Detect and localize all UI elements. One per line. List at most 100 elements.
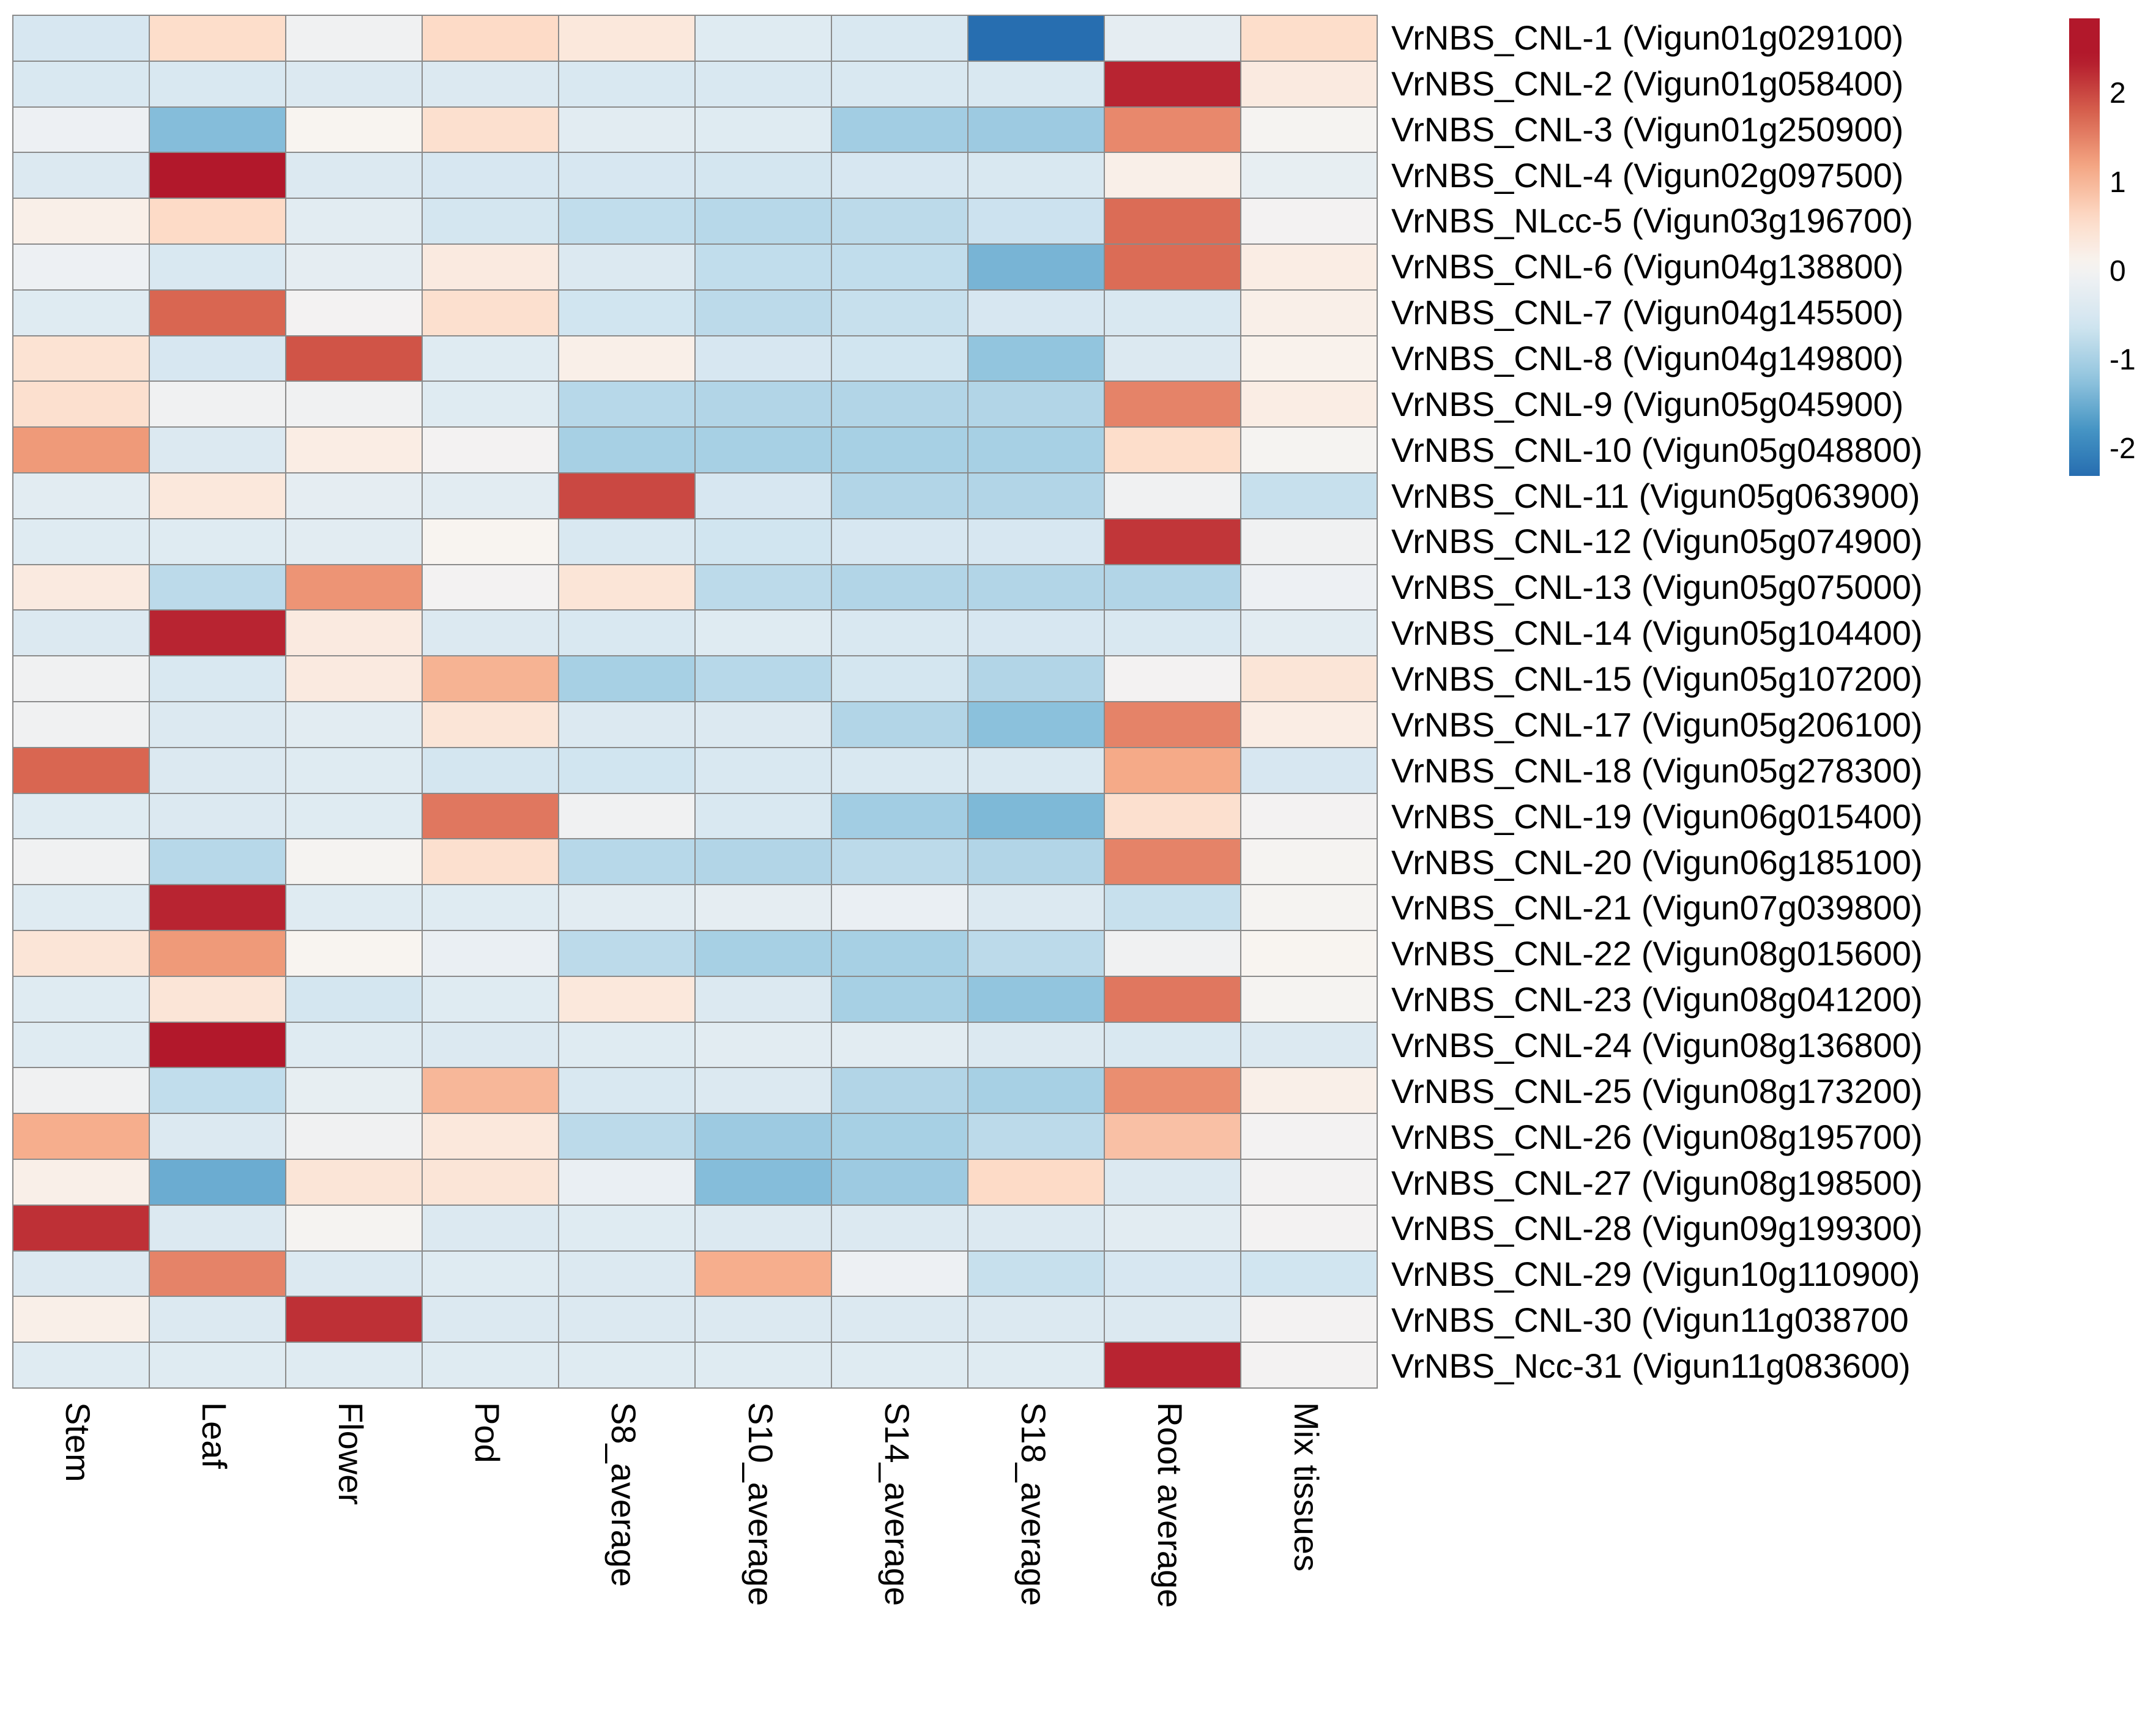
colorbar-tick-label: -1 [2110, 344, 2136, 377]
heatmap-cell [286, 1159, 422, 1205]
heatmap-cell [695, 198, 831, 244]
heatmap-cell [422, 839, 559, 885]
heatmap-cell [13, 1250, 149, 1297]
heatmap-cell [695, 289, 831, 336]
heatmap-cell [422, 518, 559, 565]
heatmap-cell [286, 1113, 422, 1159]
heatmap-cell [1241, 335, 1377, 382]
heatmap-cell [968, 335, 1104, 382]
heatmap-cell [286, 289, 422, 336]
heatmap-cell [286, 793, 422, 839]
heatmap-cell [559, 1205, 695, 1251]
heatmap-cell [13, 930, 149, 976]
heatmap-cell [968, 702, 1104, 748]
heatmap-cell [559, 976, 695, 1022]
heatmap-cell [559, 610, 695, 656]
heatmap-cell [422, 656, 559, 702]
column-label: S14_average [877, 1402, 916, 1606]
heatmap-cell [559, 335, 695, 382]
colorbar [2069, 18, 2100, 476]
heatmap-cell [831, 427, 968, 473]
heatmap-cell [149, 1159, 286, 1205]
heatmap-cell [695, 1113, 831, 1159]
heatmap-cell [286, 473, 422, 519]
heatmap-cell [149, 289, 286, 336]
heatmap-cell [149, 198, 286, 244]
heatmap-cell [831, 1113, 968, 1159]
heatmap-cell [968, 976, 1104, 1022]
row-label: VrNBS_NLcc-5 (Vigun03g196700) [1391, 201, 1913, 240]
heatmap-cell [1104, 1159, 1241, 1205]
heatmap-cell [149, 152, 286, 199]
row-label: VrNBS_CNL-17 (Vigun05g206100) [1391, 705, 1923, 744]
colorbar-tick-label: 2 [2110, 77, 2126, 110]
heatmap-cell [286, 152, 422, 199]
heatmap-cell [13, 381, 149, 428]
heatmap-cell [422, 106, 559, 153]
heatmap-cell [1104, 244, 1241, 290]
heatmap-cell [1241, 152, 1377, 199]
column-label: Leaf [195, 1402, 234, 1469]
row-label: VrNBS_CNL-9 (Vigun05g045900) [1391, 384, 1904, 423]
heatmap-cell [559, 473, 695, 519]
heatmap-cell [1104, 381, 1241, 428]
heatmap-cell [286, 1296, 422, 1343]
heatmap-cell [286, 106, 422, 153]
heatmap-cell [149, 747, 286, 793]
heatmap-cell [559, 839, 695, 885]
column-label: Flower [332, 1402, 370, 1506]
heatmap-cell [1241, 976, 1377, 1022]
heatmap-cell [1104, 518, 1241, 565]
heatmap-cell [422, 793, 559, 839]
heatmap-cell [559, 930, 695, 976]
heatmap-cell [559, 198, 695, 244]
heatmap-cell [1241, 793, 1377, 839]
heatmap-cell [968, 1250, 1104, 1297]
row-label: VrNBS_CNL-8 (Vigun04g149800) [1391, 338, 1904, 377]
heatmap-cell [422, 198, 559, 244]
row-label: VrNBS_CNL-27 (Vigun08g198500) [1391, 1163, 1923, 1202]
heatmap-cell [1104, 656, 1241, 702]
heatmap-cell [149, 335, 286, 382]
heatmap-cell [559, 1296, 695, 1343]
heatmap-cell [13, 244, 149, 290]
heatmap-cell [968, 1296, 1104, 1343]
heatmap-cell [1241, 61, 1377, 107]
heatmap-cell [968, 839, 1104, 885]
heatmap-cell [13, 152, 149, 199]
heatmap-cell [695, 1159, 831, 1205]
heatmap-cell [149, 473, 286, 519]
heatmap-cell [1104, 427, 1241, 473]
heatmap-cell [149, 1250, 286, 1297]
heatmap-cell [13, 976, 149, 1022]
heatmap-cell [695, 152, 831, 199]
heatmap-cell [831, 885, 968, 930]
heatmap-cell [695, 1022, 831, 1068]
heatmap-cell [831, 198, 968, 244]
heatmap-cell [695, 839, 831, 885]
heatmap-cell [695, 793, 831, 839]
heatmap-cell [695, 61, 831, 107]
heatmap-cell [1104, 747, 1241, 793]
heatmap [12, 15, 1378, 1389]
heatmap-cell [286, 564, 422, 611]
heatmap-cell [831, 702, 968, 748]
heatmap-cell [968, 1159, 1104, 1205]
heatmap-cell [831, 381, 968, 428]
heatmap-cell [422, 1159, 559, 1205]
heatmap-cell [831, 1296, 968, 1343]
row-label: VrNBS_CNL-24 (Vigun08g136800) [1391, 1025, 1923, 1064]
heatmap-cell [968, 610, 1104, 656]
heatmap-cell [968, 656, 1104, 702]
heatmap-cell [286, 656, 422, 702]
heatmap-cell [695, 702, 831, 748]
heatmap-cell [968, 152, 1104, 199]
heatmap-cell [13, 427, 149, 473]
heatmap-cell [559, 289, 695, 336]
heatmap-cell [13, 610, 149, 656]
heatmap-cell [422, 1067, 559, 1114]
heatmap-cell [1241, 1113, 1377, 1159]
row-label: VrNBS_CNL-23 (Vigun08g041200) [1391, 980, 1923, 1019]
heatmap-cell [149, 1113, 286, 1159]
heatmap-cell [1104, 839, 1241, 885]
